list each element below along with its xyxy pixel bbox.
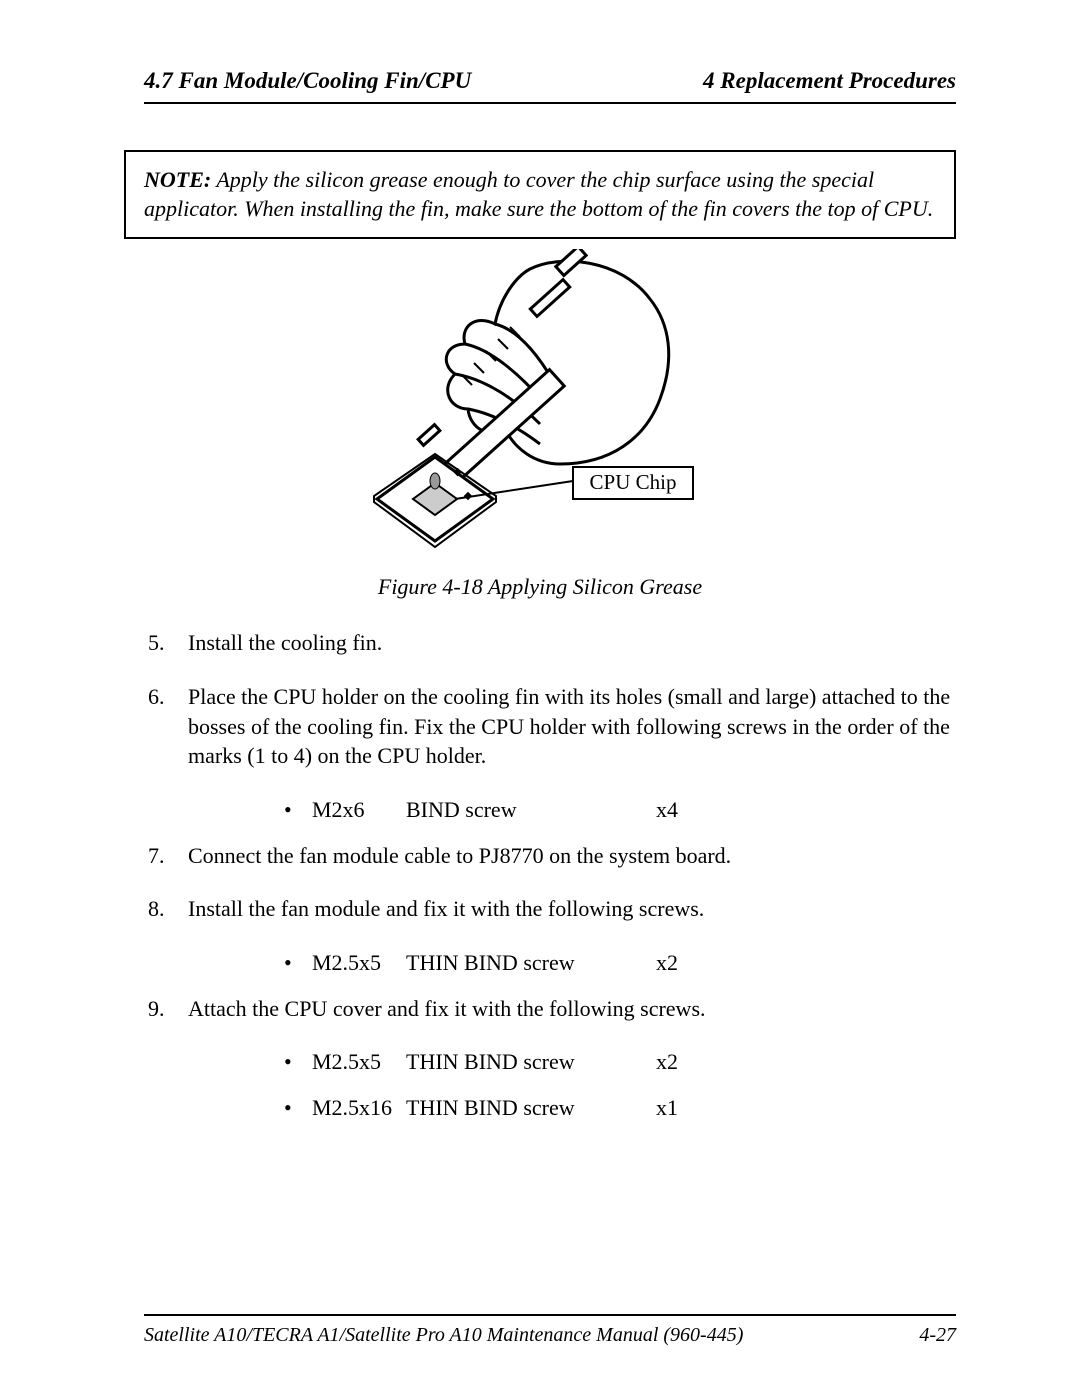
bullet-icon: •	[284, 795, 312, 825]
page-header: 4.7 Fan Module/Cooling Fin/CPU 4 Replace…	[144, 68, 956, 104]
page-footer: Satellite A10/TECRA A1/Satellite Pro A10…	[144, 1314, 956, 1347]
step-text: Connect the fan module cable to PJ8770 o…	[188, 841, 956, 871]
bullet-icon: •	[284, 948, 312, 978]
step-number: 9.	[148, 994, 188, 1024]
header-right: 4 Replacement Procedures	[703, 68, 956, 94]
screw-spec: • M2.5x5 THIN BIND screw x2	[284, 948, 956, 978]
screw-type: THIN BIND screw	[406, 1093, 656, 1123]
step-number: 6.	[148, 682, 188, 771]
step-number: 5.	[148, 628, 188, 658]
step-number: 7.	[148, 841, 188, 871]
footer-right: 4-27	[919, 1324, 956, 1347]
cpu-chip-label: CPU Chip	[590, 470, 677, 494]
step-7: 7. Connect the fan module cable to PJ877…	[148, 841, 956, 871]
figure-illustration: CPU Chip	[360, 249, 720, 554]
step-text: Place the CPU holder on the cooling fin …	[188, 682, 956, 771]
screw-size: M2.5x5	[312, 1047, 406, 1077]
screw-size: M2.5x5	[312, 948, 406, 978]
screw-qty: x2	[656, 948, 678, 978]
screw-qty: x2	[656, 1047, 678, 1077]
screw-spec: • M2.5x5 THIN BIND screw x2	[284, 1047, 956, 1077]
procedure-steps: 5. Install the cooling fin. 6. Place the…	[124, 628, 956, 1123]
bullet-icon: •	[284, 1047, 312, 1077]
figure-caption: Figure 4-18 Applying Silicon Grease	[124, 574, 956, 600]
header-left: 4.7 Fan Module/Cooling Fin/CPU	[144, 68, 471, 94]
step-text: Install the fan module and fix it with t…	[188, 894, 956, 924]
screw-type: BIND screw	[406, 795, 656, 825]
step-number: 8.	[148, 894, 188, 924]
screw-size: M2x6	[312, 795, 406, 825]
bullet-icon: •	[284, 1093, 312, 1123]
step-6: 6. Place the CPU holder on the cooling f…	[148, 682, 956, 771]
screw-qty: x4	[656, 795, 678, 825]
step-8: 8. Install the fan module and fix it wit…	[148, 894, 956, 924]
screw-spec: • M2x6 BIND screw x4	[284, 795, 956, 825]
step-5: 5. Install the cooling fin.	[148, 628, 956, 658]
note-box: NOTE: Apply the silicon grease enough to…	[124, 150, 956, 239]
screw-qty: x1	[656, 1093, 678, 1123]
screw-spec: • M2.5x16 THIN BIND screw x1	[284, 1093, 956, 1123]
note-prefix: NOTE:	[144, 167, 211, 192]
note-text: Apply the silicon grease enough to cover…	[144, 167, 933, 221]
screw-type: THIN BIND screw	[406, 1047, 656, 1077]
step-9: 9. Attach the CPU cover and fix it with …	[148, 994, 956, 1024]
screw-type: THIN BIND screw	[406, 948, 656, 978]
footer-left: Satellite A10/TECRA A1/Satellite Pro A10…	[144, 1324, 743, 1347]
screw-size: M2.5x16	[312, 1093, 406, 1123]
step-text: Attach the CPU cover and fix it with the…	[188, 994, 956, 1024]
step-text: Install the cooling fin.	[188, 628, 956, 658]
